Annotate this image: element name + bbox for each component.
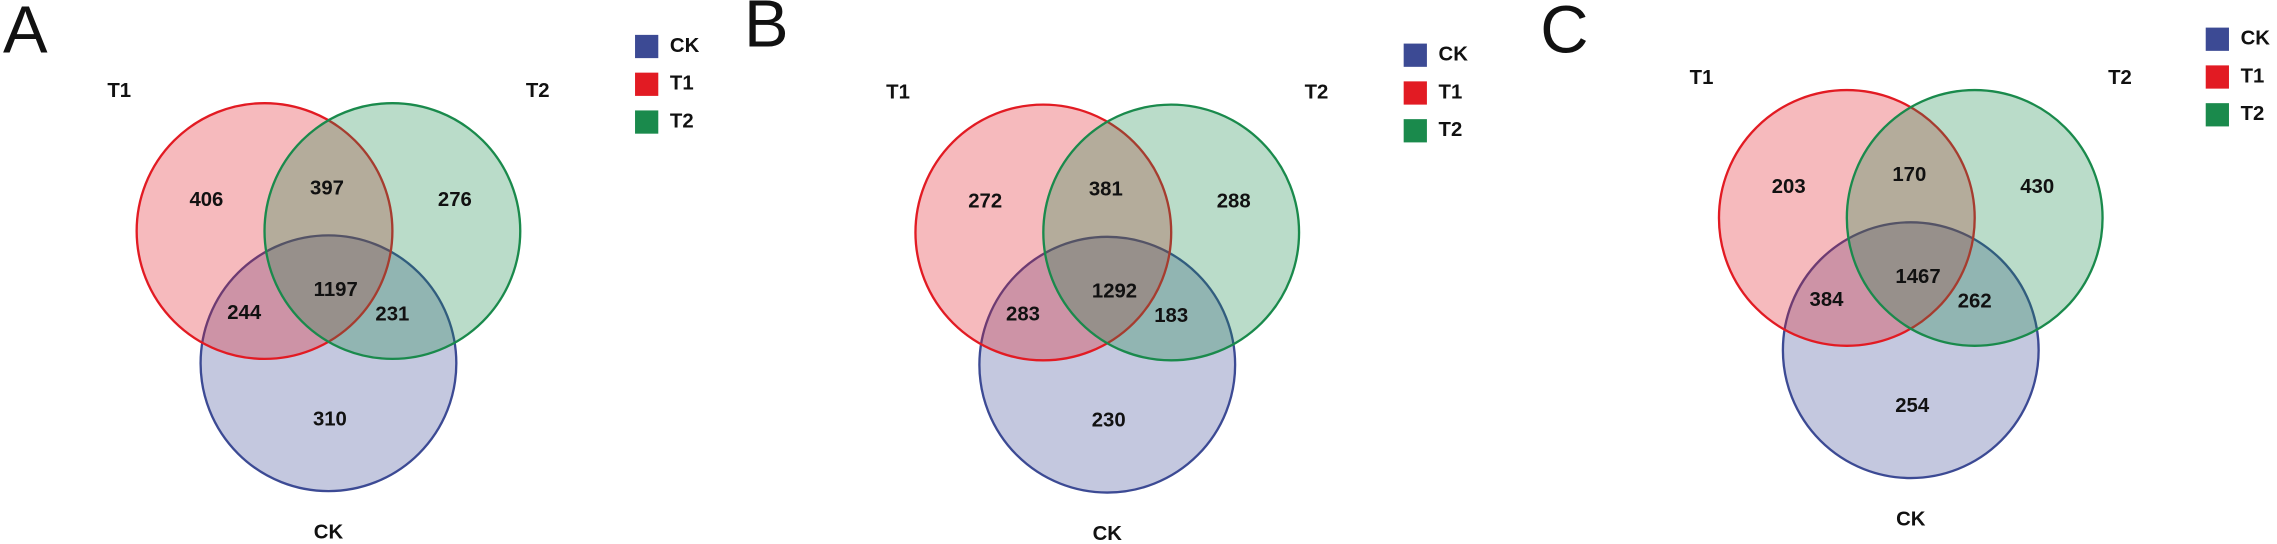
set-circle bbox=[199, 234, 458, 493]
legend-swatch bbox=[1403, 43, 1427, 67]
set-label: T2 bbox=[2108, 67, 2132, 89]
region-value: 310 bbox=[313, 408, 347, 430]
legend-label: CK bbox=[670, 35, 700, 57]
legend-label: T2 bbox=[670, 110, 694, 132]
region-value: 276 bbox=[438, 189, 472, 211]
region-value: 406 bbox=[189, 189, 223, 211]
region-value: 1467 bbox=[1895, 266, 1940, 288]
legend-label: T1 bbox=[1439, 81, 1463, 103]
set-label: CK bbox=[1093, 523, 1123, 544]
region-value: 283 bbox=[1006, 304, 1040, 326]
set-circle bbox=[263, 102, 522, 361]
legend-label: T1 bbox=[670, 73, 694, 95]
legend-swatch bbox=[2205, 27, 2229, 51]
set-circle bbox=[1845, 88, 2104, 347]
legend-label: CK bbox=[1439, 44, 1469, 66]
legend-swatch bbox=[1403, 119, 1427, 143]
region-value: 183 bbox=[1154, 305, 1188, 327]
set-label: T2 bbox=[1305, 81, 1329, 103]
set-label: T2 bbox=[526, 80, 550, 102]
legend-label: T1 bbox=[2241, 65, 2265, 87]
region-value: 254 bbox=[1895, 395, 1930, 417]
region-value: 230 bbox=[1092, 410, 1126, 432]
region-value: 1292 bbox=[1092, 280, 1137, 302]
set-label: CK bbox=[1896, 509, 1926, 531]
region-value: 231 bbox=[375, 304, 409, 326]
region-value: 384 bbox=[1810, 289, 1845, 311]
region-value: 203 bbox=[1772, 176, 1806, 198]
region-value: 262 bbox=[1958, 291, 1992, 313]
region-value: 397 bbox=[310, 177, 344, 199]
region-value: 272 bbox=[968, 190, 1002, 212]
legend-swatch bbox=[635, 34, 659, 59]
region-value: 244 bbox=[227, 302, 262, 324]
set-label: CK bbox=[314, 522, 344, 544]
legend-label: T2 bbox=[2241, 103, 2265, 125]
set-label: T1 bbox=[107, 80, 131, 102]
legend-swatch bbox=[635, 72, 659, 96]
legend-label: CK bbox=[2241, 28, 2271, 50]
region-value: 1197 bbox=[314, 279, 358, 301]
set-circle bbox=[978, 235, 1237, 494]
region-value: 170 bbox=[1892, 164, 1926, 186]
panel-label: A bbox=[3, 0, 48, 68]
region-value: 381 bbox=[1089, 179, 1123, 201]
set-label: T1 bbox=[886, 81, 910, 103]
set-circle bbox=[1781, 221, 2040, 480]
set-label: T1 bbox=[1690, 67, 1714, 89]
region-value: 430 bbox=[2020, 176, 2054, 198]
region-value: 288 bbox=[1217, 190, 1251, 212]
panel-label: C bbox=[1540, 0, 1588, 68]
legend-swatch bbox=[1403, 81, 1427, 105]
legend-swatch bbox=[635, 110, 659, 134]
set-circle bbox=[1042, 103, 1301, 362]
legend-swatch bbox=[2205, 65, 2229, 89]
legend-label: T2 bbox=[1439, 119, 1463, 141]
legend-swatch bbox=[2205, 103, 2229, 127]
panel-label: B bbox=[744, 0, 789, 62]
